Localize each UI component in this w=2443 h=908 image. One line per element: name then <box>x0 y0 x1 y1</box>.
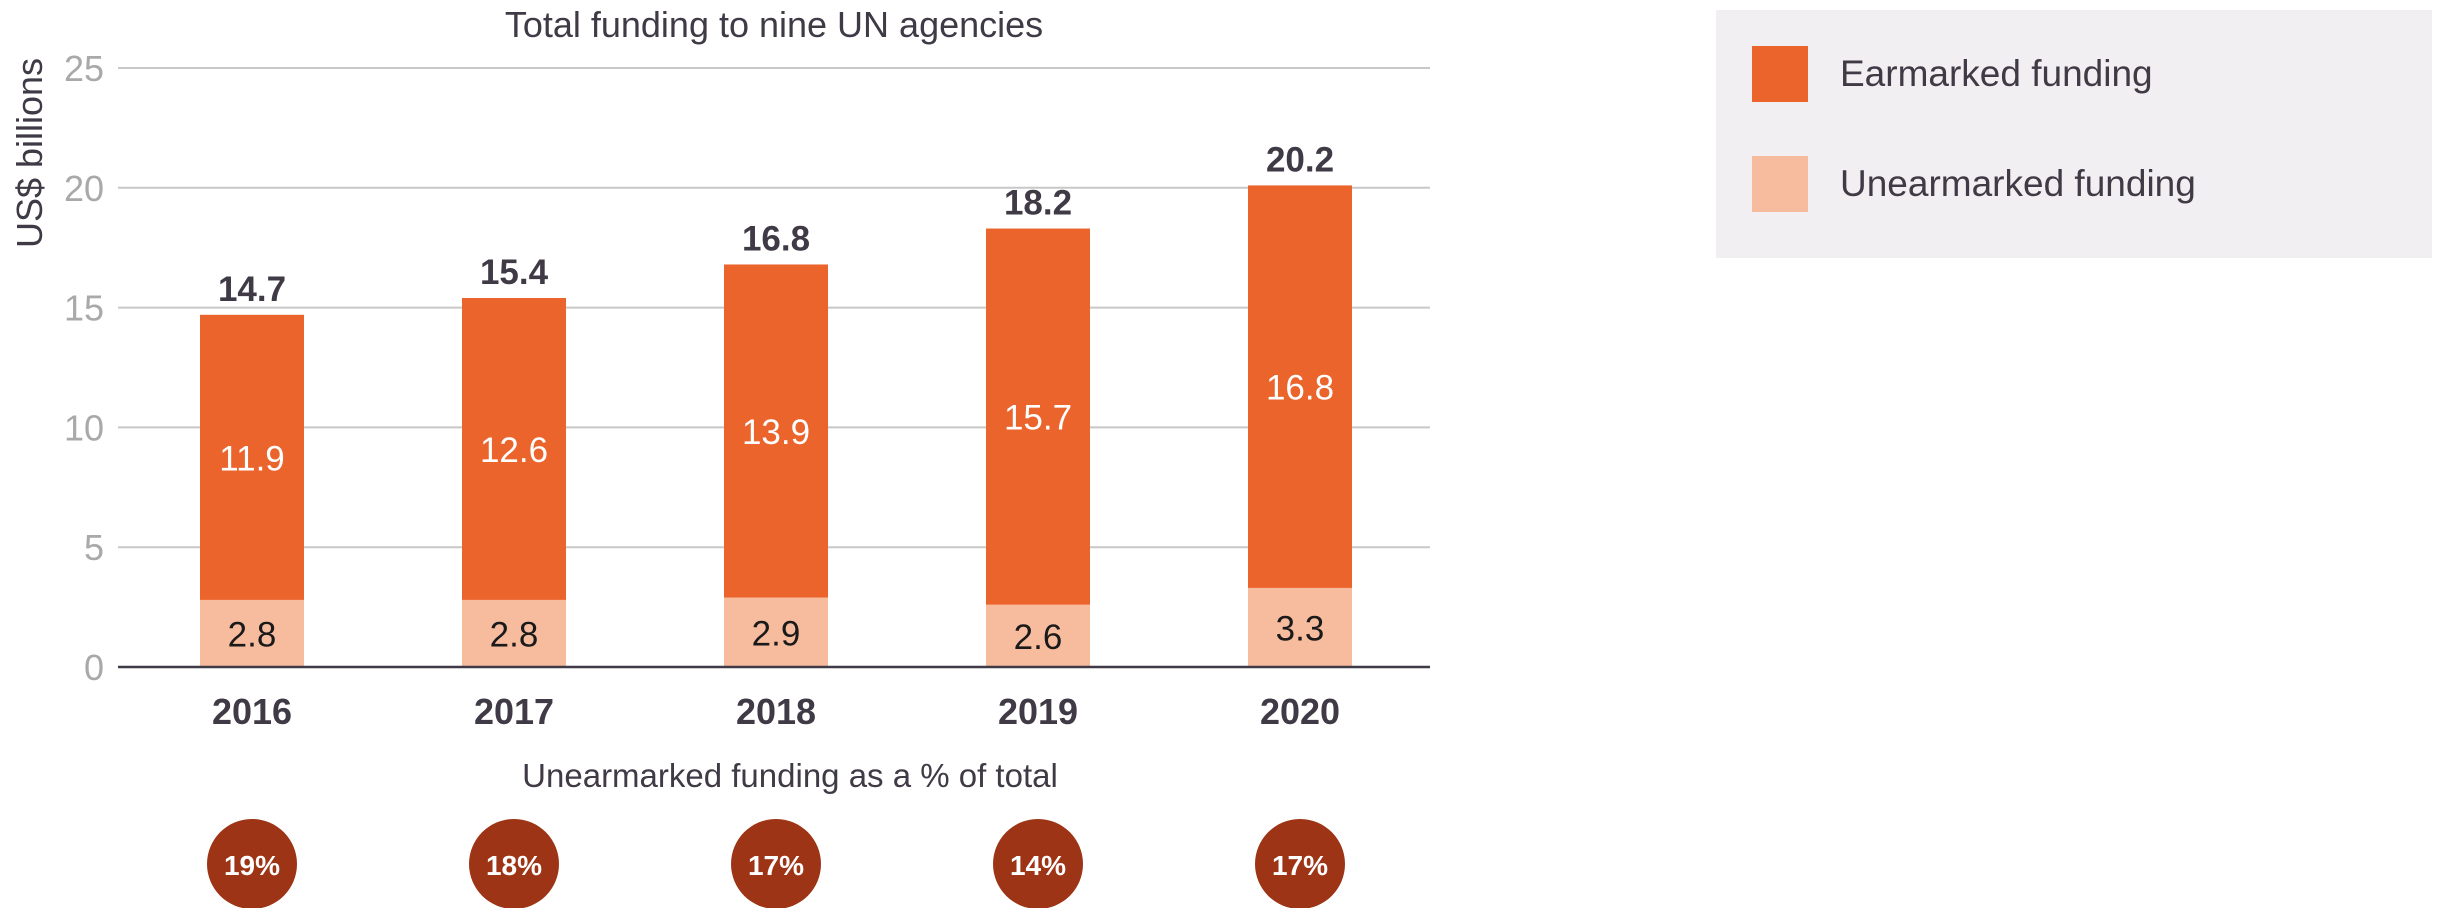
legend-item-earmarked: Earmarked funding <box>1752 46 2153 102</box>
legend-swatch-unearmarked <box>1752 156 1808 212</box>
y-tick-labels: 0 5 10 15 20 25 <box>64 48 104 688</box>
legend-item-unearmarked: Unearmarked funding <box>1752 156 2196 212</box>
y-tick-label: 20 <box>64 168 104 209</box>
data-label-earmarked: 12.6 <box>480 431 548 470</box>
chart-title: Total funding to nine UN agencies <box>505 4 1043 45</box>
legend: Earmarked funding Unearmarked funding <box>1716 10 2432 258</box>
percent-label: 17% <box>1272 850 1328 881</box>
percent-badges: 19% 18% 17% 14% 17% <box>207 819 1345 908</box>
total-label: 14.7 <box>218 270 286 309</box>
y-tick-label: 0 <box>84 647 104 688</box>
percent-badge <box>469 819 559 908</box>
data-label-earmarked: 13.9 <box>742 413 810 452</box>
x-tick-labels: 2016 2017 2018 2019 2020 <box>212 691 1340 732</box>
y-tick-label: 15 <box>64 288 104 329</box>
y-axis-label: US$ billions <box>9 58 50 248</box>
data-label-unearmarked: 2.9 <box>752 614 801 653</box>
bar-unearmarked <box>986 604 1090 667</box>
data-label-earmarked: 15.7 <box>1004 399 1072 438</box>
legend-label-earmarked: Earmarked funding <box>1840 53 2153 94</box>
percent-badge <box>731 819 821 908</box>
percent-label: 14% <box>1010 850 1066 881</box>
legend-swatch-earmarked <box>1752 46 1808 102</box>
percent-label: 17% <box>748 850 804 881</box>
x-tick-label: 2016 <box>212 691 292 732</box>
bar-earmarked <box>724 264 828 598</box>
bar-earmarked <box>986 228 1090 605</box>
percent-label: 18% <box>486 850 542 881</box>
bar-unearmarked <box>200 599 304 667</box>
percent-badge <box>993 819 1083 908</box>
bar-unearmarked <box>1248 587 1352 667</box>
data-label-unearmarked: 2.8 <box>228 615 277 654</box>
total-label: 20.2 <box>1266 140 1334 179</box>
total-label: 15.4 <box>480 253 549 292</box>
bar-earmarked <box>1248 185 1352 588</box>
total-label: 18.2 <box>1004 184 1072 223</box>
x-tick-label: 2017 <box>474 691 554 732</box>
bar-unearmarked <box>462 599 566 667</box>
data-label-earmarked: 16.8 <box>1266 369 1334 408</box>
percent-label: 19% <box>224 850 280 881</box>
percent-badge <box>1255 819 1345 908</box>
percent-badge <box>207 819 297 908</box>
bar-earmarked <box>462 298 566 600</box>
data-label-unearmarked: 2.6 <box>1014 618 1063 657</box>
percent-row-title: Unearmarked funding as a % of total <box>522 757 1058 794</box>
x-tick-label: 2018 <box>736 691 816 732</box>
total-label: 16.8 <box>742 219 810 258</box>
bar-earmarked <box>200 314 304 600</box>
y-tick-label: 5 <box>84 527 104 568</box>
data-label-unearmarked: 3.3 <box>1276 609 1325 648</box>
y-tick-label: 25 <box>64 48 104 89</box>
y-tick-label: 10 <box>64 407 104 448</box>
legend-label-unearmarked: Unearmarked funding <box>1840 163 2196 204</box>
bar-unearmarked <box>724 597 828 667</box>
data-label-unearmarked: 2.8 <box>490 615 539 654</box>
x-tick-label: 2019 <box>998 691 1078 732</box>
bars: 2.8 11.9 14.7 2.8 12.6 15.4 2.9 13.9 16.8 2.6 15.7… <box>200 140 1352 667</box>
data-label-earmarked: 11.9 <box>219 439 285 478</box>
x-tick-label: 2020 <box>1260 691 1340 732</box>
